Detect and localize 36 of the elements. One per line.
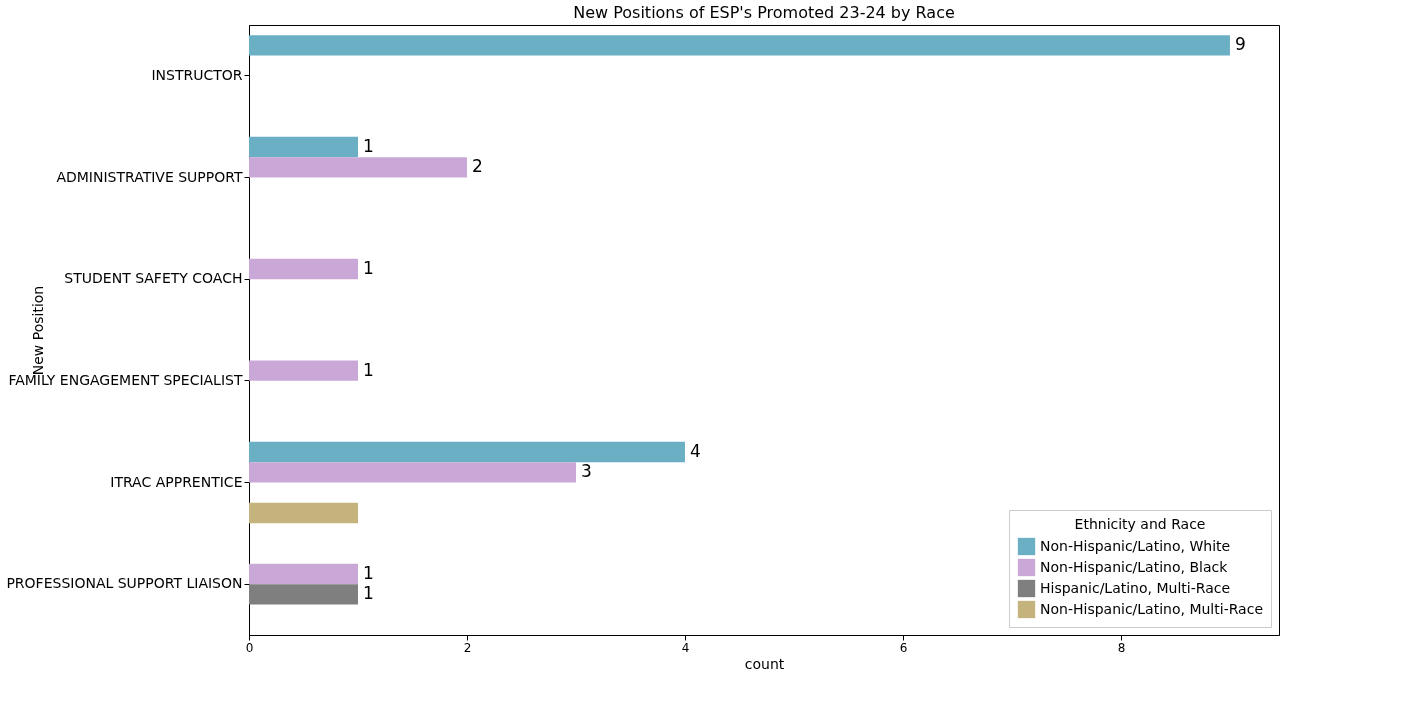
- x-tick-label: 6: [899, 640, 908, 655]
- data-label: 3: [580, 461, 592, 482]
- chart-title: New Positions of ESP's Promoted 23-24 by Race: [573, 3, 955, 22]
- x-tick-label: 2: [463, 640, 472, 655]
- x-tick-label: 0: [245, 640, 254, 655]
- data-label: 1: [362, 563, 374, 583]
- bar: [249, 584, 358, 605]
- data-label: 9: [1234, 34, 1246, 55]
- bar: [249, 502, 358, 524]
- legend-label: Non-Hispanic/Latino, Black: [1040, 558, 1229, 575]
- bar: [249, 258, 358, 280]
- x-tick-label: 4: [681, 640, 690, 655]
- data-label: 1: [362, 359, 374, 380]
- legend-title: Ethnicity and Race: [1074, 516, 1206, 532]
- bar: [249, 462, 576, 483]
- y-tick-label: INSTRUCTOR: [151, 66, 243, 83]
- data-label: 1: [362, 258, 374, 278]
- y-tick-label: STUDENT SAFETY COACH: [64, 270, 243, 287]
- data-label: 1: [362, 136, 374, 156]
- legend-label: Hispanic/Latino, Multi-Race: [1040, 579, 1231, 596]
- y-tick-label: ITRAC APPRENTICE: [110, 473, 243, 490]
- bar: [249, 360, 358, 381]
- x-tick-label: 8: [1117, 640, 1126, 655]
- bar: [249, 35, 1230, 56]
- data-label: 2: [471, 156, 483, 177]
- legend-label: Non-Hispanic/Latino, Multi-Race: [1040, 600, 1263, 617]
- data-label: 1: [362, 583, 374, 604]
- y-tick-label: PROFESSIONAL SUPPORT LIAISON: [6, 575, 243, 592]
- bar: [249, 441, 685, 463]
- bar: [249, 157, 467, 178]
- bar: [249, 563, 358, 585]
- y-tick-label: ADMINISTRATIVE SUPPORT: [56, 168, 243, 185]
- data-label: 4: [689, 441, 701, 461]
- x-axis-title: count: [744, 655, 785, 672]
- bar: [249, 136, 358, 158]
- legend-label: Non-Hispanic/Latino, White: [1040, 537, 1231, 554]
